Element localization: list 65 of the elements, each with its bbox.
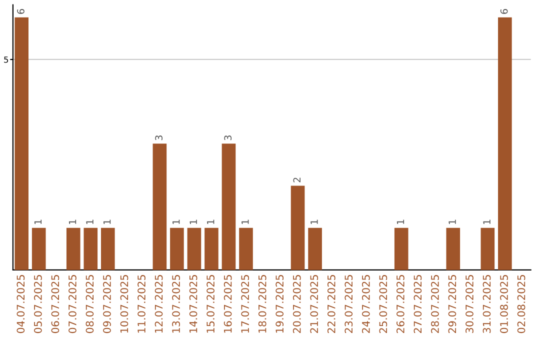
x-tick-label: 26.07.2025 bbox=[396, 275, 404, 334]
bar bbox=[239, 228, 253, 270]
bar bbox=[222, 144, 236, 270]
bar bbox=[290, 186, 305, 270]
x-tick-label: 23.07.2025 bbox=[344, 275, 353, 334]
bar bbox=[187, 228, 202, 270]
data-label: 1 bbox=[448, 220, 456, 224]
x-tick-label: 09.07.2025 bbox=[103, 275, 111, 334]
x-tick-label: 16.07.2025 bbox=[224, 275, 232, 333]
x-tick-label: 12.07.2025 bbox=[154, 275, 163, 333]
data-label: 1 bbox=[68, 220, 76, 224]
bar bbox=[84, 228, 98, 270]
y-tick-label: 5 bbox=[4, 56, 8, 63]
x-tick-label: 04.07.2025 bbox=[16, 275, 25, 334]
x-tick-label: 10.07.2025 bbox=[120, 275, 128, 333]
data-label: 2 bbox=[293, 178, 300, 182]
bar bbox=[100, 228, 115, 270]
data-label: 3 bbox=[155, 135, 163, 140]
x-tick-label: 15.07.2025 bbox=[206, 275, 214, 333]
bar bbox=[498, 17, 512, 270]
x-tick-label: 25.07.2025 bbox=[379, 275, 388, 334]
bar bbox=[152, 144, 167, 270]
data-label: 1 bbox=[190, 220, 197, 224]
x-tick-label: 18.07.2025 bbox=[258, 275, 266, 333]
bar bbox=[66, 228, 80, 270]
data-label: 1 bbox=[86, 220, 94, 224]
x-tick-label: 02.08.2025 bbox=[517, 275, 526, 334]
bar bbox=[308, 228, 322, 270]
x-tick-label: 01.08.2025 bbox=[500, 275, 508, 334]
x-tick-label: 19.07.2025 bbox=[276, 275, 284, 333]
x-tick-label: 07.07.2025 bbox=[68, 275, 76, 334]
data-label: 1 bbox=[34, 220, 42, 224]
x-tick-label: 22.07.2025 bbox=[327, 275, 336, 334]
data-label: 1 bbox=[396, 220, 404, 224]
x-tick-label: 17.07.2025 bbox=[241, 275, 250, 333]
data-label: 3 bbox=[224, 135, 232, 140]
x-tick-label: 13.07.2025 bbox=[172, 275, 180, 333]
data-label: 1 bbox=[103, 220, 111, 224]
data-label: 6 bbox=[17, 9, 24, 14]
x-tick-label: 06.07.2025 bbox=[51, 275, 60, 334]
bar bbox=[480, 228, 495, 270]
x-tick-label: 27.07.2025 bbox=[414, 275, 422, 334]
x-tick-label: 29.07.2025 bbox=[448, 275, 456, 334]
x-tick-label: 21.07.2025 bbox=[310, 275, 318, 334]
bar bbox=[32, 228, 46, 270]
x-tick-label: 05.07.2025 bbox=[34, 275, 42, 334]
bar bbox=[446, 228, 460, 270]
data-label: 1 bbox=[483, 220, 490, 224]
bar bbox=[14, 17, 28, 270]
x-tick-label: 24.07.2025 bbox=[362, 275, 370, 334]
data-label: 1 bbox=[242, 220, 249, 224]
x-tick-label: 30.07.2025 bbox=[466, 275, 474, 333]
bar bbox=[170, 228, 184, 270]
data-label: 6 bbox=[500, 9, 508, 14]
x-tick-label: 31.07.2025 bbox=[482, 275, 491, 333]
bar bbox=[394, 228, 408, 270]
data-label: 1 bbox=[172, 220, 180, 224]
data-label: 1 bbox=[207, 220, 214, 224]
data-label: 1 bbox=[310, 220, 318, 224]
x-tick-label: 11.07.2025 bbox=[138, 275, 146, 333]
x-tick-label: 14.07.2025 bbox=[189, 275, 198, 333]
x-tick-label: 28.07.2025 bbox=[431, 275, 439, 334]
bar bbox=[204, 228, 218, 270]
x-tick-label: 20.07.2025 bbox=[292, 275, 301, 334]
x-tick-label: 08.07.2025 bbox=[86, 275, 94, 334]
